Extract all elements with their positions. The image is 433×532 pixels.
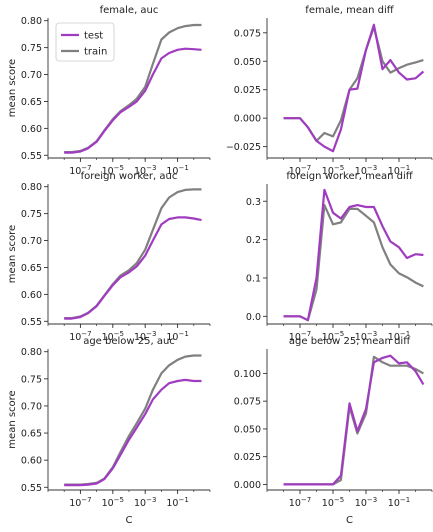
y-tick-label: 0.70 [21,70,42,81]
series-line-train [283,204,424,322]
x-axis-label: C [126,515,133,526]
x-tick-label: 10−1 [388,164,410,177]
y-axis-label: mean score [7,390,18,448]
y-tick-label: 0.65 [21,429,42,440]
y-axis-label: mean score [7,225,18,283]
x-tick-label: 10−7 [69,164,91,177]
x-tick-label: 10−5 [322,330,344,343]
x-tick-label: 10−3 [355,164,377,177]
subplot-4: foreign worker, mean diff 0.0 0.1 0.2 0.3 10−… [246,171,433,343]
x-tick-label: 10−5 [322,496,344,509]
legend-label-train: train [84,47,107,58]
y-tick-label: 0.75 [21,43,42,54]
subplot-title: age below 25, auc [83,336,175,347]
subplot-2: female, mean diff −0.025 0.000 0.025 0.050 0.… [226,5,433,177]
x-tick-label: 10−1 [388,330,410,343]
x-tick-label: 10−1 [388,496,410,509]
y-tick-label: 0.80 [21,347,42,358]
y-tick-label: 0.55 [21,151,42,162]
series-line-test [64,378,202,487]
subplot-title: foreign worker, auc [81,171,178,182]
subplot-3: foreign worker, auc 0.55 0.60 0.65 0.70 0.75 0… [7,171,211,343]
y-tick-label: 0.025 [234,85,261,96]
x-tick-label: 10−1 [166,164,188,177]
x-tick-label: 10−3 [355,330,377,343]
x-tick-label: 10−5 [102,330,124,343]
y-tick-label: 0.75 [21,374,42,385]
subplot-title: female, auc [100,5,159,16]
series-line-test [283,23,425,153]
y-tick-label: 0.2 [246,235,261,246]
y-tick-label: 0.60 [21,456,42,467]
y-tick-label: 0.60 [21,124,42,135]
subplot-title: female, mean diff [305,5,394,16]
x-tick-label: 10−3 [134,330,156,343]
y-tick-label: 0.55 [21,483,42,494]
series-line-test [64,216,202,320]
y-tick-label: 0.1 [246,273,261,284]
y-tick-label: 0.050 [234,424,261,435]
y-tick-label: 0.3 [246,197,261,208]
x-axis-label: C [346,515,353,526]
x-tick-label: 10−1 [166,496,188,509]
y-tick-label: −0.025 [226,142,261,153]
x-tick-label: 10−5 [322,164,344,177]
y-tick-label: 0.0 [246,312,261,323]
subplot-title: foreign worker, mean diff [286,171,413,182]
x-tick-label: 10−1 [166,330,188,343]
x-tick-label: 10−3 [134,496,156,509]
x-tick-label: 10−7 [289,496,311,509]
x-tick-label: 10−7 [289,330,311,343]
legend: test train [55,22,115,62]
y-tick-label: 0.60 [21,290,42,301]
y-tick-label: 0.050 [234,57,261,68]
y-tick-label: 0.075 [234,397,261,408]
y-tick-label: 0.80 [21,16,42,27]
y-axis-label: mean score [7,59,18,117]
series-line-train [64,188,202,320]
subplot-title: age below 25, mean diff [289,336,411,347]
x-tick-label: 10−7 [69,330,91,343]
y-tick-label: 0.100 [234,369,261,380]
series-line-test [283,188,424,322]
legend-label-test: test [84,31,103,42]
y-tick-label: 0.70 [21,236,42,247]
x-tick-label: 10−7 [289,164,311,177]
x-tick-label: 10−7 [69,496,91,509]
series-line-train [64,354,202,486]
subplot-1: female, auc 0.55 0.60 0.65 0.70 0.75 0.80 10−7 1… [7,5,211,177]
x-tick-label: 10−3 [134,164,156,177]
y-tick-label: 0.000 [234,480,261,491]
y-tick-label: 0.80 [21,182,42,193]
y-tick-label: 0.55 [21,317,42,328]
x-tick-label: 10−5 [102,496,124,509]
y-tick-label: 0.075 [234,28,261,39]
y-tick-label: 0.65 [21,97,42,108]
y-tick-label: 0.000 [234,114,261,125]
y-tick-label: 0.025 [234,452,261,463]
y-tick-label: 0.70 [21,401,42,412]
series-line-test [283,354,425,486]
x-tick-label: 10−3 [355,496,377,509]
series-line-test [64,47,202,154]
y-tick-label: 0.65 [21,263,42,274]
y-tick-label: 0.75 [21,209,42,220]
subplot-5: age below 25, auc 0.55 0.60 0.65 0.70 0.75 0.8… [7,336,211,526]
x-tick-label: 10−5 [102,164,124,177]
subplot-6: age below 25, mean diff 0.000 0.025 0.050 0.… [234,336,433,526]
